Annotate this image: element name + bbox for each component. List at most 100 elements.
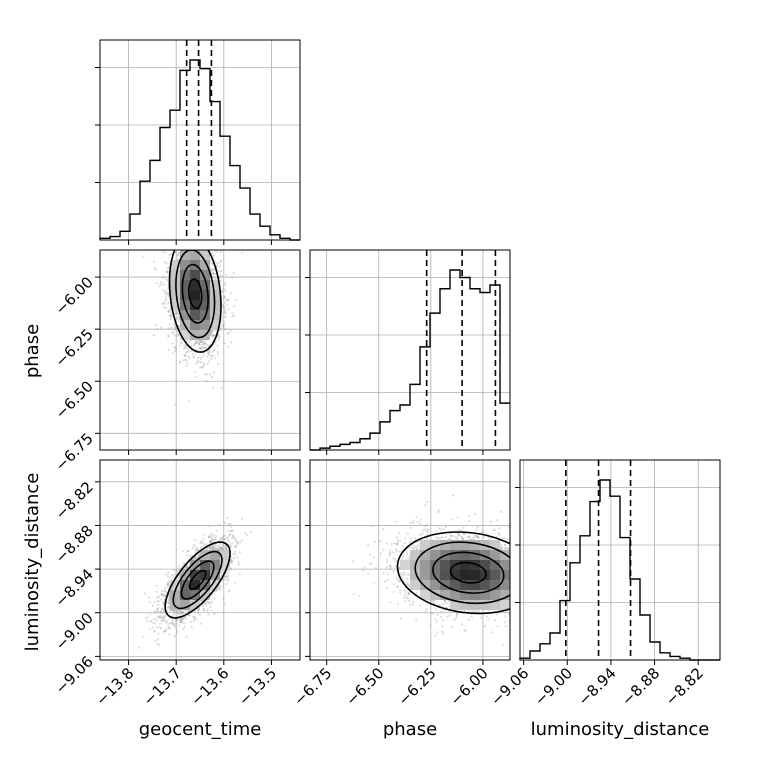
sample-point xyxy=(183,237,185,239)
sample-point xyxy=(179,242,181,244)
sample-point xyxy=(200,365,204,369)
sample-point xyxy=(162,617,165,620)
sample-point xyxy=(206,246,208,248)
sample-point xyxy=(173,612,176,616)
sample-point xyxy=(164,589,167,593)
sample-point xyxy=(164,573,168,576)
sample-point xyxy=(238,541,242,544)
sample-point xyxy=(221,316,224,319)
sample-point xyxy=(186,564,189,567)
sample-point xyxy=(175,619,178,622)
sample-point xyxy=(211,268,214,271)
density-cell xyxy=(180,290,190,300)
sample-point xyxy=(174,312,177,315)
sample-point xyxy=(209,541,212,544)
sample-point xyxy=(210,354,213,357)
sample-point xyxy=(228,543,231,546)
sample-point xyxy=(220,318,223,321)
histogram-step xyxy=(519,479,720,661)
sample-point xyxy=(238,551,241,554)
sample-point xyxy=(200,243,202,245)
sample-point xyxy=(240,251,243,254)
sample-point xyxy=(224,576,227,579)
sample-point xyxy=(165,242,167,244)
sample-point xyxy=(159,326,162,329)
sample-point xyxy=(222,597,225,601)
sample-point xyxy=(222,287,225,290)
sample-point xyxy=(217,338,220,341)
sample-point xyxy=(151,626,154,629)
sample-point xyxy=(194,544,197,547)
density-cell xyxy=(210,320,220,330)
sample-point xyxy=(180,341,183,344)
sample-point xyxy=(175,631,178,635)
sample-point xyxy=(232,556,235,560)
sample-point xyxy=(223,296,226,299)
sample-point xyxy=(237,563,241,566)
sample-point xyxy=(207,601,210,604)
sample-point xyxy=(222,323,225,326)
contour-line xyxy=(181,263,209,324)
histogram-panel-luminosity-distance: −9.06−9.00−8.94−8.88−8.82 xyxy=(487,459,721,709)
sample-point xyxy=(224,537,227,541)
sample-point xyxy=(142,255,145,258)
sample-point xyxy=(206,362,209,365)
sample-point xyxy=(233,536,236,540)
sample-point xyxy=(220,259,223,262)
sample-point xyxy=(222,306,225,309)
sample-point xyxy=(222,297,225,300)
sample-point xyxy=(182,220,184,222)
sample-point xyxy=(231,530,234,533)
sample-point xyxy=(210,331,213,334)
sample-point xyxy=(196,360,199,363)
sample-point xyxy=(161,289,164,292)
sample-point xyxy=(155,619,158,622)
sample-point xyxy=(174,620,177,623)
sample-point xyxy=(192,619,195,623)
sample-point xyxy=(194,247,196,249)
sample-point xyxy=(213,357,217,360)
sample-point xyxy=(229,567,233,570)
sample-point xyxy=(236,543,239,546)
sample-point xyxy=(175,348,178,351)
sample-point xyxy=(193,616,196,619)
sample-point xyxy=(170,252,173,255)
sample-point xyxy=(170,574,173,577)
sample-point xyxy=(194,341,197,344)
sample-point xyxy=(234,581,237,584)
density-cell xyxy=(200,300,210,310)
sample-point xyxy=(185,565,188,568)
sample-point xyxy=(156,642,159,646)
sample-point xyxy=(222,320,225,323)
sample-point xyxy=(219,546,222,549)
sample-point xyxy=(166,575,170,578)
sample-point xyxy=(201,244,203,246)
sample-point xyxy=(212,334,215,337)
sample-point xyxy=(185,236,187,238)
sample-point xyxy=(183,246,185,248)
sample-point xyxy=(178,344,181,347)
sample-point xyxy=(182,627,185,631)
sample-point xyxy=(209,259,212,262)
density-cell xyxy=(190,290,200,300)
sample-point xyxy=(177,612,180,616)
sample-point xyxy=(183,344,186,347)
sample-point xyxy=(192,343,195,346)
sample-point xyxy=(185,244,187,246)
histogram-panel-phase xyxy=(305,249,511,455)
sample-point xyxy=(172,610,175,613)
sample-point xyxy=(202,228,204,230)
sample-point xyxy=(177,575,180,578)
density-cell xyxy=(180,250,190,260)
sample-point xyxy=(149,613,152,616)
sample-point xyxy=(217,546,220,549)
sample-point xyxy=(199,343,202,346)
sample-point xyxy=(198,347,202,350)
sample-point xyxy=(197,356,200,359)
sample-point xyxy=(225,273,228,276)
sample-point xyxy=(200,347,204,350)
sample-point xyxy=(197,552,200,556)
contour-line xyxy=(188,278,203,310)
sample-point xyxy=(164,621,168,624)
sample-point xyxy=(178,244,180,246)
